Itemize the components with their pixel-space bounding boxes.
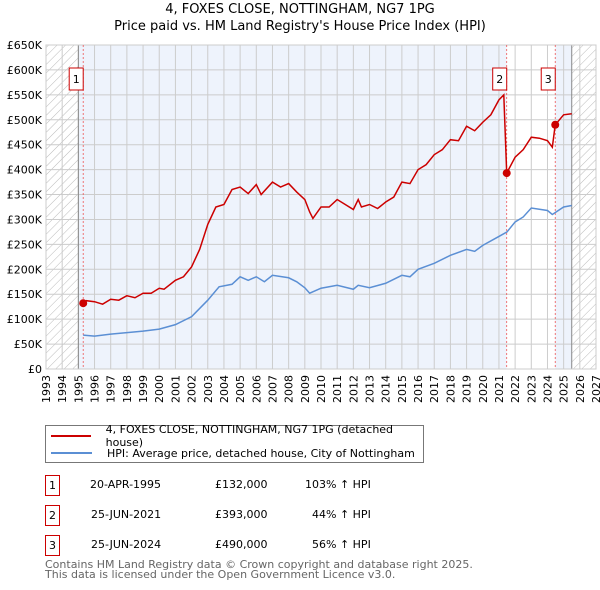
sale-row-1: 1 20-APR-1995 £132,000 103% ↑ HPI xyxy=(45,475,465,496)
sale-label-box xyxy=(68,67,84,91)
x-tick-label: 1997 xyxy=(105,375,118,403)
sale-point xyxy=(502,169,511,178)
x-tick-label: 2018 xyxy=(444,375,457,403)
x-tick-label: 2023 xyxy=(525,375,538,403)
x-tick-label: 2004 xyxy=(218,375,231,403)
legend: 4, FOXES CLOSE, NOTTINGHAM, NG7 1PG (det… xyxy=(45,423,424,463)
y-tick-label: £650K xyxy=(7,39,43,52)
x-tick-label: 2012 xyxy=(347,375,360,403)
sale-row-2: 2 25-JUN-2021 £393,000 44% ↑ HPI xyxy=(45,505,465,526)
x-tick-label: 2015 xyxy=(396,375,409,403)
y-tick-label: £300K xyxy=(7,213,43,226)
x-tick-label: 2013 xyxy=(364,375,377,403)
x-tick-label: 2002 xyxy=(186,375,199,403)
y-tick-label: £150K xyxy=(7,288,43,301)
plot-border xyxy=(45,44,597,370)
price-chart: 1993 1994 1995 1996 1997 1998 1999 2000 2001 2002… xyxy=(7,39,600,403)
y-tick-label: £400K xyxy=(7,164,43,177)
x-tick-label: 2001 xyxy=(169,375,182,403)
x-tick-label: 2017 xyxy=(428,375,441,403)
x-tick-label: 1999 xyxy=(137,375,150,403)
x-tick-label: 2011 xyxy=(331,375,344,403)
footer: Contains HM Land Registry data © Crown c… xyxy=(45,558,473,581)
x-tick-label: 2020 xyxy=(477,375,490,403)
y-tick-label: £450K xyxy=(7,139,43,152)
x-tick-label: 2010 xyxy=(315,375,328,403)
chart-subtitle: Price paid vs. HM Land Registry's House … xyxy=(114,19,486,34)
sale-label: 1 xyxy=(73,73,80,86)
legend-item-hpi: HPI: Average price, detached house, City… xyxy=(46,445,415,461)
y-tick-label: £0 xyxy=(28,363,42,376)
x-tick-label: 2022 xyxy=(509,375,522,403)
sale-point xyxy=(79,299,88,308)
x-tick-label: 2000 xyxy=(153,375,166,403)
x-tick-label: 2009 xyxy=(299,375,312,403)
x-tick-label: 2014 xyxy=(380,375,393,403)
x-tick-label: 2024 xyxy=(541,375,554,403)
y-tick-label: £50K xyxy=(14,338,43,351)
y-tick-label: £600K xyxy=(7,64,43,77)
x-tick-label: 2007 xyxy=(266,375,279,403)
sale-label-box xyxy=(540,67,556,91)
property-price-line xyxy=(82,93,572,306)
x-tick-label: 2008 xyxy=(283,375,296,403)
x-tick-label: 2005 xyxy=(234,375,247,403)
y-tick-label: £250K xyxy=(7,238,43,251)
blue-line-swatch-icon xyxy=(51,452,92,454)
sale-point xyxy=(551,120,560,129)
chart-title: 4, FOXES CLOSE, NOTTINGHAM, NG7 1PG xyxy=(165,2,435,17)
y-tick-label: £350K xyxy=(7,189,43,202)
legend-item-property: 4, FOXES CLOSE, NOTTINGHAM, NG7 1PG (det… xyxy=(46,423,423,449)
x-tick-label: 1995 xyxy=(72,375,85,403)
x-tick-label: 1993 xyxy=(40,375,53,403)
y-tick-label: £200K xyxy=(7,263,43,276)
hatched-region-right xyxy=(571,45,596,369)
x-tick-label: 2016 xyxy=(412,375,425,403)
sale-label-box xyxy=(492,67,508,91)
sale-row-3: 3 25-JUN-2024 £490,000 56% ↑ HPI xyxy=(45,535,465,556)
x-tick-label: 1998 xyxy=(121,375,134,403)
x-tick-label: 1996 xyxy=(89,375,102,403)
hpi-line xyxy=(83,204,572,337)
sale-label: 2 xyxy=(496,73,503,86)
shaded-region xyxy=(78,45,507,369)
y-tick-label: £550K xyxy=(7,89,43,102)
sale-label: 3 xyxy=(545,73,552,86)
x-tick-label: 2027 xyxy=(590,375,600,403)
x-tick-label: 1994 xyxy=(56,375,69,403)
x-tick-label: 2025 xyxy=(558,375,571,403)
x-tick-label: 2026 xyxy=(574,375,587,403)
x-tick-label: 2021 xyxy=(493,375,506,403)
x-tick-label: 2003 xyxy=(202,375,215,403)
y-tick-label: £500K xyxy=(7,114,43,127)
x-tick-label: 2006 xyxy=(250,375,263,403)
red-line-swatch-icon xyxy=(51,435,91,437)
x-tick-label: 2019 xyxy=(461,375,474,403)
y-tick-label: £100K xyxy=(7,313,43,326)
